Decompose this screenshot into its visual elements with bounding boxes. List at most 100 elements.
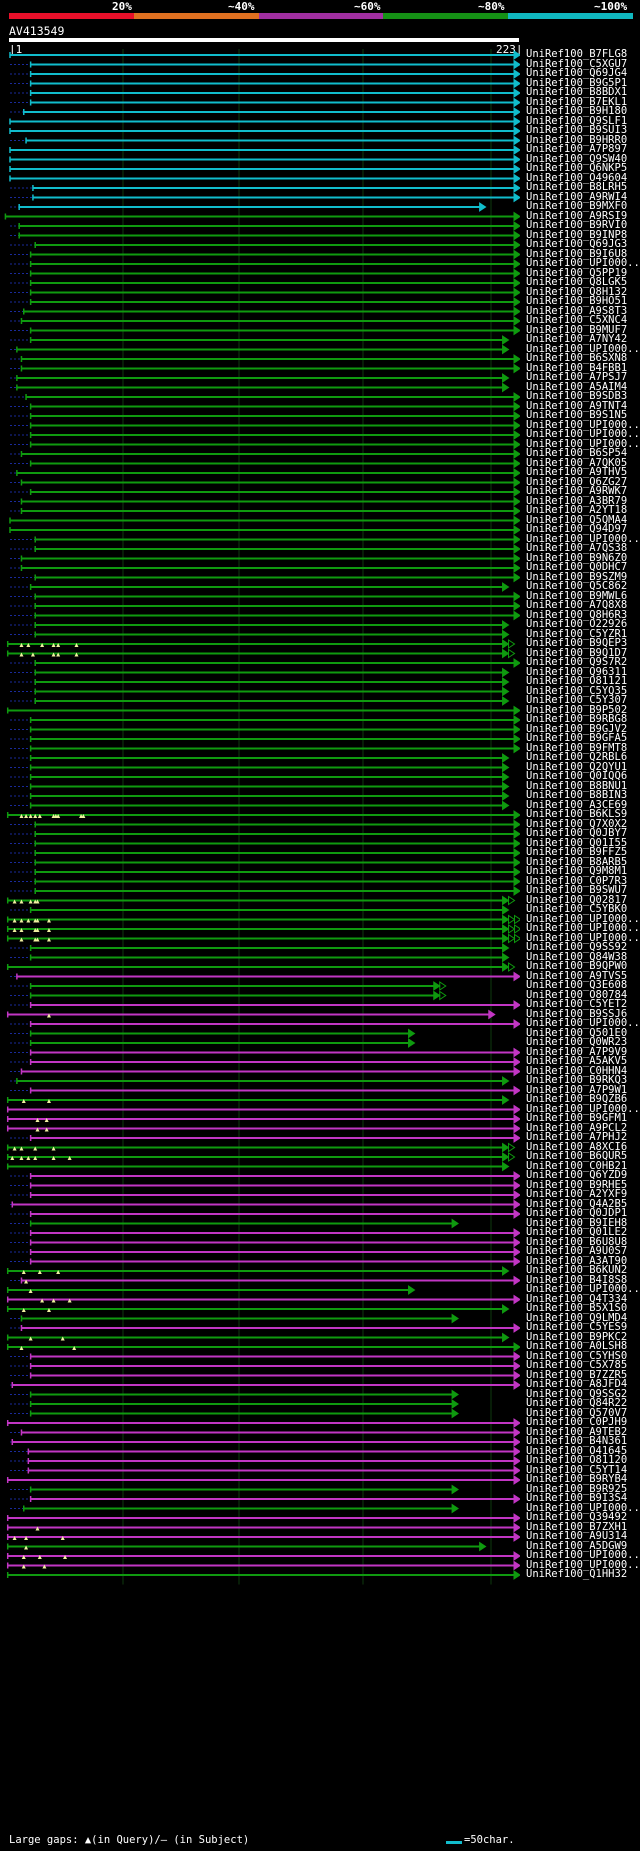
- hit-name-link[interactable]: UniRef100_Q0DHC7: [526, 561, 628, 573]
- hit-name-link[interactable]: UniRef100_C0HB21: [526, 1159, 628, 1172]
- hit-name-link[interactable]: UniRef100_B5X1S0: [526, 1302, 628, 1314]
- hit-name-link[interactable]: UniRef100_A7P897: [526, 143, 628, 155]
- hit-name-link[interactable]: UniRef100_B6SXN8: [526, 352, 628, 364]
- hit-name-link[interactable]: UniRef100_B6U8U8: [526, 1235, 628, 1248]
- hit-name-link[interactable]: UniRef100_B6QUR5: [526, 1150, 628, 1162]
- hit-name-link[interactable]: UniRef100_Q8H132: [526, 285, 628, 298]
- hit-name-link[interactable]: UniRef100_UPI000...: [526, 418, 640, 431]
- hit-name-link[interactable]: UniRef100_C5YBK0: [526, 903, 628, 915]
- hit-name-link[interactable]: UniRef100_Q9M8M1: [526, 865, 628, 877]
- hit-name-link[interactable]: UniRef100_C5YT14: [526, 1463, 628, 1476]
- hit-name-link[interactable]: UniRef100_B9GJV2: [526, 722, 628, 735]
- hit-name-link[interactable]: UniRef100_B9RHE5: [526, 1178, 628, 1191]
- hit-name-link[interactable]: UniRef100_Q69JG4: [526, 67, 628, 79]
- hit-name-link[interactable]: UniRef100_Q570V7: [526, 1406, 628, 1419]
- hit-name-link[interactable]: UniRef100_Q5C862: [526, 580, 628, 592]
- hit-name-link[interactable]: UniRef100_A7Q8X8: [526, 599, 628, 611]
- hit-name-link[interactable]: UniRef100_O80784: [526, 988, 628, 1001]
- hit-name-link[interactable]: UniRef100_Q39492: [526, 1511, 628, 1523]
- hit-name-link[interactable]: UniRef100_B4N361: [526, 1435, 628, 1447]
- hit-name-link[interactable]: UniRef100_C5XNC4: [526, 314, 628, 326]
- hit-name-link[interactable]: UniRef100_Q7X0X2: [526, 817, 628, 830]
- hit-name-link[interactable]: UniRef100_A5AIM4: [526, 380, 628, 393]
- hit-name-link[interactable]: UniRef100_B9GFM1: [526, 1112, 628, 1124]
- hit-name-link[interactable]: UniRef100_B9SWU7: [526, 884, 628, 896]
- hit-name-link[interactable]: UniRef100_UPI000...: [526, 922, 640, 934]
- hit-name-link[interactable]: UniRef100_A9S8T3: [526, 304, 628, 317]
- hit-name-link[interactable]: UniRef100_B7ZZR5: [526, 1368, 628, 1381]
- hit-name-link[interactable]: UniRef100_B9SUI3: [526, 124, 628, 136]
- hit-name-link[interactable]: UniRef100_Q9SSG2: [526, 1387, 628, 1400]
- hit-name-link[interactable]: UniRef100_UPI000...: [526, 1283, 640, 1295]
- hit-name-link[interactable]: UniRef100_Q84W38: [526, 950, 628, 963]
- hit-name-link[interactable]: UniRef100_A9RWI4: [526, 190, 628, 203]
- hit-name-link[interactable]: UniRef100_A7PSJ7: [526, 371, 628, 383]
- hit-name-link[interactable]: UniRef100_B9N6Z0: [526, 551, 628, 564]
- hit-name-link[interactable]: UniRef100_B4I8S8: [526, 1273, 628, 1286]
- hit-name-link[interactable]: UniRef100_Q501E0: [526, 1026, 628, 1039]
- hit-name-link[interactable]: UniRef100_UPI000...: [526, 1501, 640, 1514]
- hit-name-link[interactable]: UniRef100_A2YXF9: [526, 1188, 628, 1200]
- hit-name-link[interactable]: UniRef100_B9G5P1: [526, 76, 628, 89]
- hit-name-link[interactable]: UniRef100_Q0JDP1: [526, 1207, 628, 1219]
- hit-name-link[interactable]: UniRef100_A9THV5: [526, 466, 628, 478]
- hit-name-link[interactable]: UniRef100_B6SP54: [526, 447, 628, 459]
- hit-name-link[interactable]: UniRef100_A9RSI9: [526, 209, 628, 222]
- hit-name-link[interactable]: UniRef100_C5YZR1: [526, 627, 628, 640]
- hit-name-link[interactable]: UniRef100_B9MWL6: [526, 589, 628, 602]
- hit-name-link[interactable]: UniRef100_A3CE69: [526, 798, 628, 811]
- hit-name-link[interactable]: UniRef100_Q9SW40: [526, 152, 628, 165]
- hit-name-link[interactable]: UniRef100_A9PCL2: [526, 1121, 628, 1134]
- hit-name-link[interactable]: UniRef100_Q0WR23: [526, 1036, 628, 1048]
- hit-name-link[interactable]: UniRef100_B9FMT8: [526, 741, 628, 754]
- hit-name-link[interactable]: UniRef100_B9SSJ6: [526, 1007, 628, 1020]
- hit-name-link[interactable]: UniRef100_B9I6U8: [526, 247, 628, 260]
- hit-name-link[interactable]: UniRef100_B9HRR0: [526, 133, 628, 146]
- hit-name-link[interactable]: UniRef100_A8XCI6: [526, 1140, 628, 1153]
- hit-name-link[interactable]: UniRef100_B7FLG8: [526, 48, 628, 60]
- hit-name-link[interactable]: UniRef100_B9SDB3: [526, 390, 628, 402]
- hit-name-link[interactable]: UniRef100_A7PHJ2: [526, 1131, 628, 1143]
- hit-name-link[interactable]: UniRef100_B9HO51: [526, 295, 628, 307]
- hit-name-link[interactable]: UniRef100_Q9SS92: [526, 941, 628, 953]
- hit-name-link[interactable]: UniRef100_Q6YZD9: [526, 1169, 628, 1181]
- hit-name-link[interactable]: UniRef100_UPI000...: [526, 257, 640, 269]
- hit-name-link[interactable]: UniRef100_C5Y307: [526, 694, 628, 706]
- hit-name-link[interactable]: UniRef100_B8ARB5: [526, 855, 628, 868]
- hit-name-link[interactable]: UniRef100_C5YQ35: [526, 684, 628, 697]
- hit-name-link[interactable]: UniRef100_A5AKV5: [526, 1055, 628, 1067]
- hit-name-link[interactable]: UniRef100_O49604: [526, 171, 628, 184]
- hit-name-link[interactable]: UniRef100_Q0IQQ6: [526, 770, 628, 782]
- hit-name-link[interactable]: UniRef100_Q5PP19: [526, 266, 628, 279]
- hit-name-link[interactable]: UniRef100_B9Q1D7: [526, 646, 628, 659]
- hit-name-link[interactable]: UniRef100_B9RKQ3: [526, 1074, 628, 1086]
- hit-name-link[interactable]: UniRef100_Q5QMA4: [526, 513, 628, 526]
- hit-name-link[interactable]: UniRef100_A7P9V9: [526, 1045, 628, 1058]
- hit-name-link[interactable]: UniRef100_Q01LE2: [526, 1226, 628, 1238]
- hit-name-link[interactable]: UniRef100_Q84R22: [526, 1397, 628, 1409]
- hit-name-link[interactable]: UniRef100_C5X785: [526, 1359, 628, 1371]
- hit-name-link[interactable]: UniRef100_B9MXF0: [526, 200, 628, 212]
- hit-name-link[interactable]: UniRef100_A7QK05: [526, 456, 628, 469]
- hit-name-link[interactable]: UniRef100_B7EKL1: [526, 95, 628, 108]
- hit-name-link[interactable]: UniRef100_B9P502: [526, 703, 628, 716]
- hit-name-link[interactable]: UniRef100_B9R925: [526, 1482, 628, 1495]
- hit-name-link[interactable]: UniRef100_UPI000...: [526, 437, 640, 450]
- hit-name-link[interactable]: UniRef100_Q0JBY7: [526, 827, 628, 839]
- hit-name-link[interactable]: UniRef100_Q4A2B5: [526, 1197, 628, 1210]
- hit-name-link[interactable]: UniRef100_B9RYB4: [526, 1473, 628, 1485]
- hit-name-link[interactable]: UniRef100_A8JFD4: [526, 1378, 628, 1390]
- hit-name-link[interactable]: UniRef100_B8BDX1: [526, 86, 628, 98]
- hit-name-link[interactable]: UniRef100_UPI000...: [526, 428, 640, 440]
- hit-name-link[interactable]: UniRef100_C5YES9: [526, 1321, 628, 1333]
- hit-name-link[interactable]: UniRef100_B9RVI0: [526, 219, 628, 231]
- hit-name-link[interactable]: UniRef100_Q6NKP5: [526, 162, 628, 174]
- hit-name-link[interactable]: UniRef100_B9GFA5: [526, 732, 628, 744]
- hit-name-link[interactable]: UniRef100_B6KUN2: [526, 1264, 628, 1276]
- hit-name-link[interactable]: UniRef100_A7NY42: [526, 333, 628, 345]
- hit-name-link[interactable]: UniRef100_B8BNU1: [526, 779, 628, 792]
- hit-name-link[interactable]: UniRef100_A3BR79: [526, 494, 628, 507]
- hit-name-link[interactable]: UniRef100_C0HHN4: [526, 1064, 628, 1077]
- hit-name-link[interactable]: UniRef100_Q6ZG27: [526, 475, 628, 488]
- hit-name-link[interactable]: UniRef100_A0LSH8: [526, 1340, 628, 1352]
